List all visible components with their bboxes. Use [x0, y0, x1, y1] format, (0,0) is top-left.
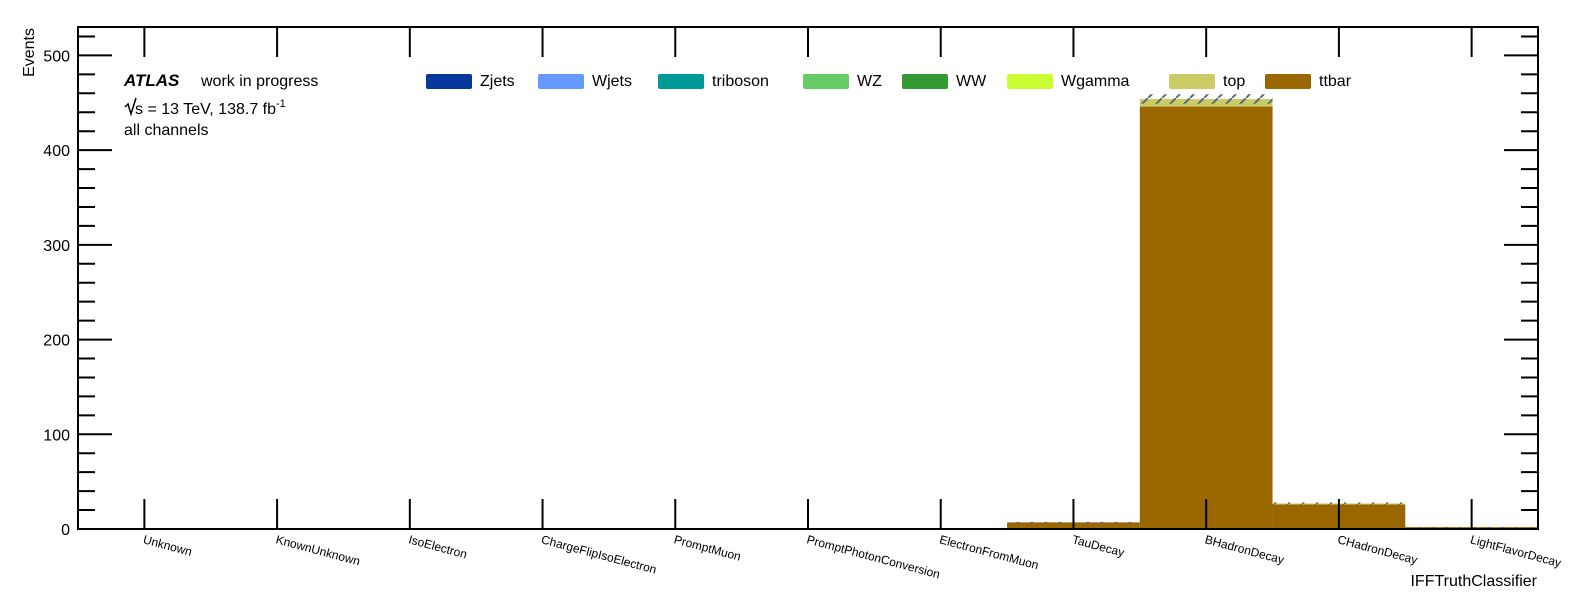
bars-layer — [1007, 98, 1538, 530]
y-tick-label: 500 — [43, 48, 70, 65]
uncertainty-band-BHadronDecay — [1139, 94, 1273, 104]
y-axis-label: Events — [21, 28, 38, 77]
legend-label-WZ: WZ — [857, 73, 882, 90]
x-tick-label: LightFlavorDecay — [1469, 532, 1563, 570]
y-tick-label: 0 — [61, 522, 70, 539]
x-tick-label: PromptPhotonConversion — [805, 532, 941, 581]
y-tick-label: 300 — [43, 238, 70, 255]
channels-label: all channels — [124, 122, 209, 139]
x-tick-label: IsoElectron — [407, 532, 469, 561]
x-tick-label: TauDecay — [1071, 532, 1126, 559]
legend-label-Wgamma: Wgamma — [1061, 73, 1130, 90]
sqrt-symbol — [124, 97, 137, 117]
status-label: work in progress — [200, 73, 318, 90]
legend-label-ttbar: ttbar — [1319, 73, 1352, 90]
legend-swatch-Zjets — [426, 74, 472, 89]
legend-swatch-triboson — [658, 74, 704, 89]
x-tick-label: CHadronDecay — [1336, 532, 1419, 567]
y-tick-label: 200 — [43, 333, 70, 350]
y-tick-label: 400 — [43, 143, 70, 160]
legend-label-WW: WW — [956, 73, 987, 90]
legend-swatch-Wgamma — [1007, 74, 1053, 89]
legend-label-Wjets: Wjets — [592, 73, 632, 90]
legend-swatch-top — [1169, 74, 1215, 89]
y-tick-label: 100 — [43, 427, 70, 444]
plot-frame — [77, 26, 1539, 530]
legend-swatch-WW — [902, 74, 948, 89]
legend-swatch-ttbar — [1265, 74, 1311, 89]
legend-swatch-Wjets — [538, 74, 584, 89]
bar-ttbar-BHadronDecay — [1139, 106, 1273, 530]
atlas-label: ATLAS — [123, 71, 180, 90]
x-tick-label: ElectronFromMuon — [938, 532, 1040, 572]
x-tick-label: ChargeFlipIsoElectron — [540, 532, 658, 576]
legend-label-top: top — [1223, 73, 1245, 90]
legend-label-Zjets: Zjets — [480, 73, 515, 90]
legend-label-triboson: triboson — [712, 73, 769, 90]
annotations: ATLAS work in progress s = 13 TeV, 138.7… — [123, 71, 318, 139]
legend-swatch-WZ — [803, 74, 849, 89]
x-tick-label: PromptMuon — [672, 532, 742, 563]
x-tick-label: KnownUnknown — [274, 532, 361, 568]
energy-label: s = 13 TeV, 138.7 fb-1 — [135, 98, 286, 118]
legend: Zjets Wjets triboson WZ WW Wgamma top ttbar — [426, 73, 1352, 90]
x-tick-label: BHadronDecay — [1203, 532, 1285, 567]
x-tick-label: Unknown — [142, 532, 194, 558]
x-axis-label: IFFTruthClassifier — [1410, 573, 1537, 590]
